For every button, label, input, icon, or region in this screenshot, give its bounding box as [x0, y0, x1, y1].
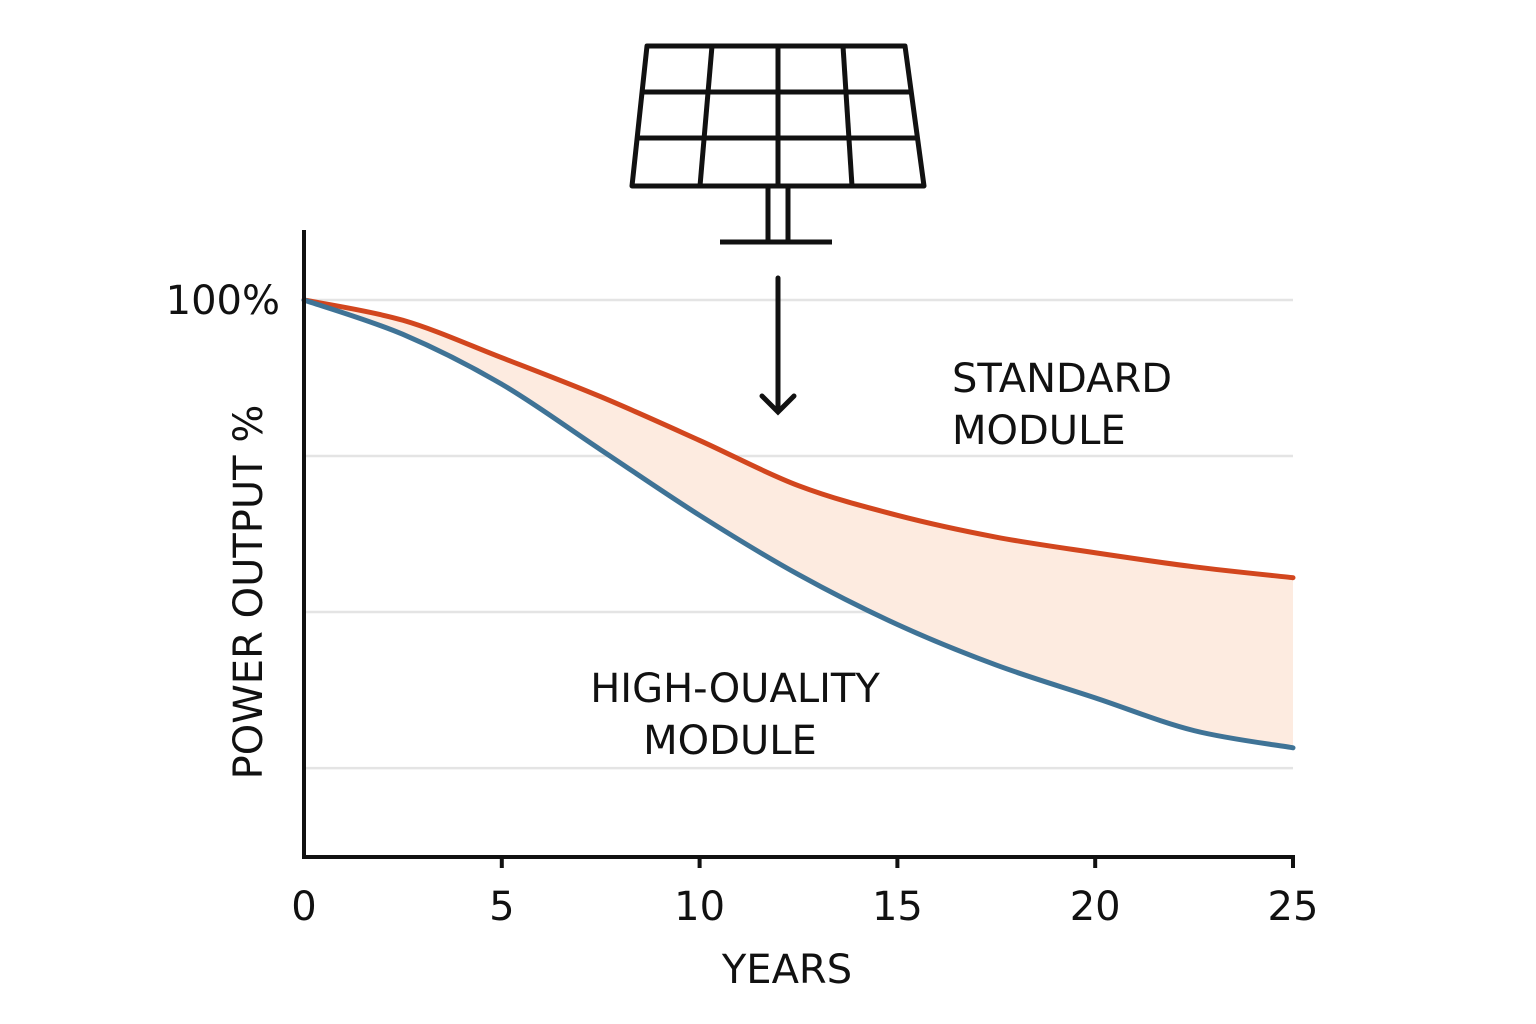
x-tick-label: 5 [489, 884, 514, 930]
series-line-high-quality [301, 297, 1296, 751]
x-ticks: 0 5 10 15 20 25 [291, 857, 1318, 930]
x-axis-label: YEARS [721, 947, 852, 993]
x-tick-label: 15 [872, 884, 923, 930]
y-tick-label-100: 100% [166, 278, 280, 324]
series-label-hq-line1: HIGH-OUALITY [590, 666, 880, 712]
series-line-standard [301, 297, 1296, 581]
x-tick-label: 10 [674, 884, 725, 930]
x-tick-label: 20 [1070, 884, 1121, 930]
series-label-standard-line1: STANDARD [952, 356, 1172, 402]
y-axis-label: POWER OUTPUT % [226, 405, 272, 780]
down-arrow-icon [759, 275, 797, 416]
series-label-hq-line2: MODULE [643, 718, 817, 764]
gap-fill-area [304, 300, 1293, 748]
x-tick-label: 0 [291, 884, 316, 930]
solar-panel-icon [629, 43, 927, 245]
x-tick-label: 25 [1268, 884, 1319, 930]
series-label-standard-line2: MODULE [952, 408, 1126, 454]
gridlines [304, 298, 1293, 770]
